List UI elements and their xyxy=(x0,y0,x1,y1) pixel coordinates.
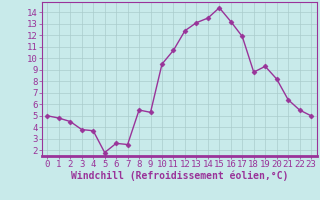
X-axis label: Windchill (Refroidissement éolien,°C): Windchill (Refroidissement éolien,°C) xyxy=(70,171,288,181)
